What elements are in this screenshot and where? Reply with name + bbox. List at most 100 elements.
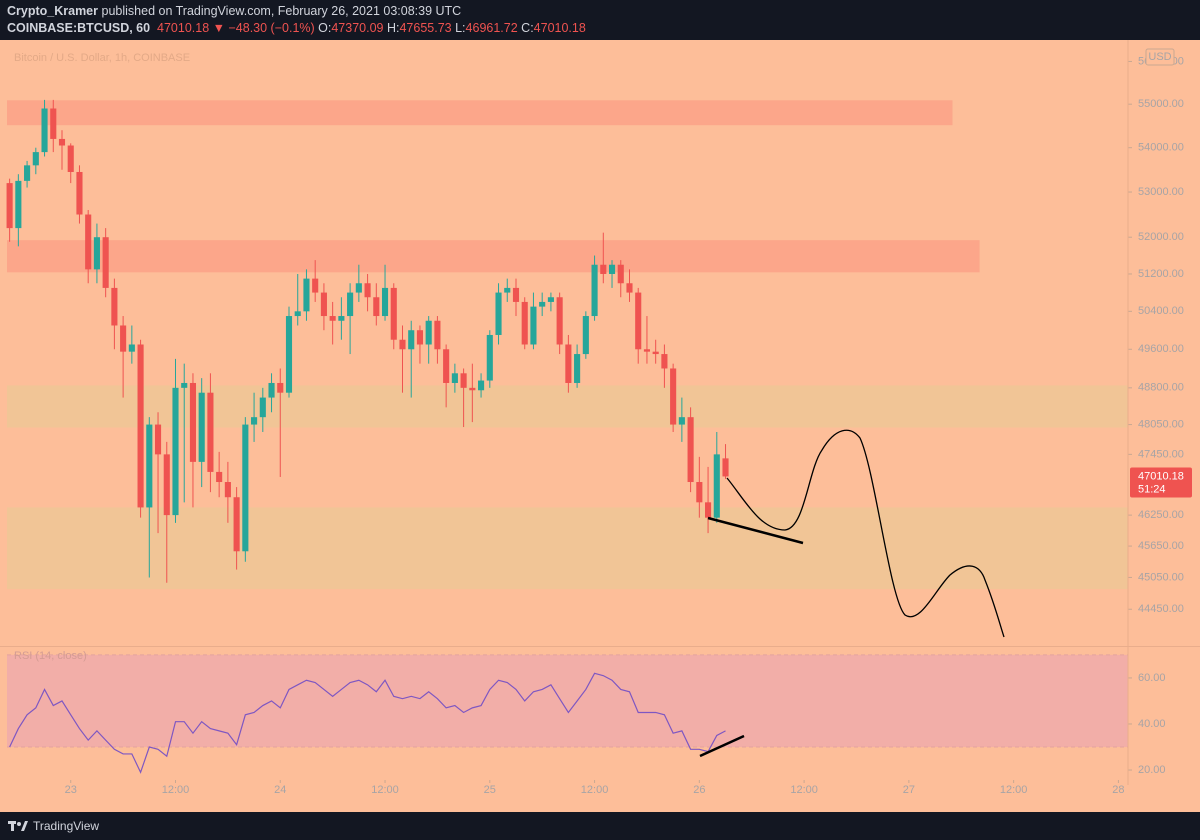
y-tick-label: 48800.00: [1138, 382, 1184, 394]
zone: [7, 507, 1128, 590]
symbol: COINBASE:BTCUSD, 60: [7, 21, 151, 35]
brand: TradingView: [33, 819, 100, 833]
open-value: 47370.09: [331, 21, 384, 35]
last-price: 47010.18: [157, 21, 210, 35]
rsi-band: [7, 654, 1128, 748]
low-label: L:: [455, 21, 466, 35]
y-tick-label: 46250.00: [1138, 509, 1184, 521]
y-tick-label: 60.00: [1138, 672, 1166, 684]
y-tick-label: 45050.00: [1138, 571, 1184, 583]
candle-body: [565, 344, 572, 383]
candle-body: [626, 283, 633, 293]
candle-body: [224, 482, 231, 498]
candle-body: [338, 316, 345, 321]
candle-body: [67, 145, 74, 172]
candle-body: [294, 311, 301, 317]
zone: [7, 240, 980, 273]
rsi-trend-line: [699, 734, 745, 758]
candle-body: [111, 287, 118, 326]
x-tick-label: 28: [1112, 784, 1124, 796]
x-tick-label: 12:00: [162, 784, 190, 796]
candle-body: [635, 292, 642, 350]
rsi-legend: RSI (14, close): [14, 650, 87, 662]
high-label: H:: [386, 21, 400, 35]
change: ▼ −48.30 (−0.1%): [212, 21, 315, 35]
candle-body: [687, 417, 694, 483]
candle-body: [399, 339, 406, 350]
y-tick-label: 53000.00: [1138, 186, 1184, 198]
candle-body: [41, 108, 48, 153]
candle-body: [233, 497, 240, 552]
candle-body: [460, 373, 467, 388]
candle-body: [58, 138, 66, 146]
candle-body: [207, 392, 214, 472]
x-tick-label: 26: [693, 784, 705, 796]
candle-body: [670, 368, 677, 425]
candle-body: [582, 316, 589, 355]
candle-body: [216, 471, 223, 483]
candle-body: [722, 458, 729, 477]
candle-body: [521, 301, 528, 345]
y-tick-label: 52000.00: [1138, 231, 1184, 243]
candle-body: [373, 297, 380, 317]
y-tick-label: 45650.00: [1138, 540, 1184, 552]
candle-body: [608, 264, 616, 274]
x-tick-label: 12:00: [581, 784, 609, 796]
candle-body: [600, 264, 607, 274]
published: published on TradingView.com, February 2…: [101, 4, 462, 18]
candle-body: [50, 108, 57, 139]
candle-body: [713, 454, 720, 518]
candle-body: [696, 482, 703, 503]
candle-body: [591, 264, 598, 317]
candle-body: [469, 387, 476, 391]
candle-body: [451, 373, 458, 383]
candle-body: [163, 454, 170, 516]
candle-body: [661, 354, 668, 369]
candle-body: [154, 424, 162, 455]
x-tick-label: 12:00: [790, 784, 818, 796]
candle-body: [434, 320, 441, 350]
y-tick-label: 51200.00: [1138, 268, 1184, 280]
candle-body: [303, 278, 310, 312]
candle-body: [478, 380, 485, 391]
open-label: O:: [318, 21, 332, 35]
candle-body: [285, 316, 293, 393]
candle-body: [76, 171, 83, 215]
candle-body: [32, 152, 39, 166]
y-tick-label: 50400.00: [1138, 305, 1184, 317]
candle-body: [312, 278, 319, 293]
candle-body: [6, 183, 13, 229]
candle-body: [347, 292, 354, 317]
chart-legend: Bitcoin / U.S. Dollar, 1h, COINBASE: [14, 52, 190, 64]
forecast-curve: [726, 429, 1005, 638]
close-value: 47010.18: [533, 21, 586, 35]
candle-body: [512, 287, 520, 302]
candle-body: [198, 392, 205, 462]
y-tick-label: 48050.00: [1138, 418, 1184, 430]
candle-body: [390, 287, 397, 340]
candle-body: [381, 287, 389, 317]
candle-body: [574, 354, 581, 383]
x-tick-label: 23: [65, 784, 77, 796]
candle-body: [128, 344, 135, 352]
footer: TradingView: [0, 812, 1200, 840]
candle-body: [251, 417, 258, 425]
header: Crypto_Kramer published on TradingView.c…: [0, 0, 1200, 40]
candle-body: [504, 287, 511, 293]
price-badge-value: 47010.18: [1138, 470, 1184, 482]
logo: [8, 821, 28, 831]
candle-body: [189, 382, 197, 462]
candle-body: [495, 292, 502, 335]
candle-body: [85, 214, 92, 270]
x-tick-label: 24: [274, 784, 286, 796]
drawings: [699, 429, 1005, 758]
candle-body: [486, 334, 493, 381]
countdown: 51:24: [1138, 483, 1166, 495]
candle-body: [137, 344, 144, 508]
candle-body: [320, 292, 327, 317]
y-tick-label: 20.00: [1138, 764, 1166, 776]
candle-body: [102, 237, 109, 288]
candle-body: [24, 165, 31, 181]
candle-body: [329, 316, 336, 321]
